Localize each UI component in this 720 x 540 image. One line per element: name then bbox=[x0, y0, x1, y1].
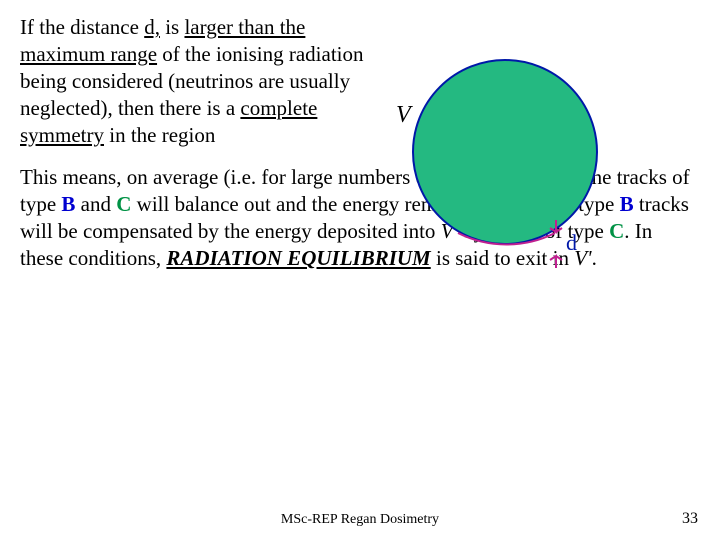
volume-circle bbox=[413, 60, 597, 244]
p2-C2: C bbox=[609, 219, 624, 243]
diagram-svg: V d bbox=[380, 56, 610, 286]
V-label: V bbox=[396, 102, 413, 128]
arrow-bot bbox=[550, 256, 562, 268]
p2-C1: C bbox=[116, 192, 131, 216]
p2-B1: B bbox=[61, 192, 75, 216]
p1-d: d, bbox=[144, 15, 160, 39]
footer-text: MSc-REP Regan Dosimetry bbox=[0, 512, 720, 528]
p1-t4: in the region bbox=[104, 123, 215, 147]
page-number: 33 bbox=[682, 510, 698, 528]
p2-B2: B bbox=[620, 192, 634, 216]
p1-t2: is bbox=[160, 15, 185, 39]
slide-content: If the distance d, is larger than the ma… bbox=[0, 0, 720, 282]
diagram: V d bbox=[380, 56, 610, 286]
paragraph-1: If the distance d, is larger than the ma… bbox=[20, 14, 370, 148]
d-label: d bbox=[566, 230, 577, 255]
p1-t1: If the distance bbox=[20, 15, 144, 39]
p2-t2: and bbox=[75, 192, 116, 216]
